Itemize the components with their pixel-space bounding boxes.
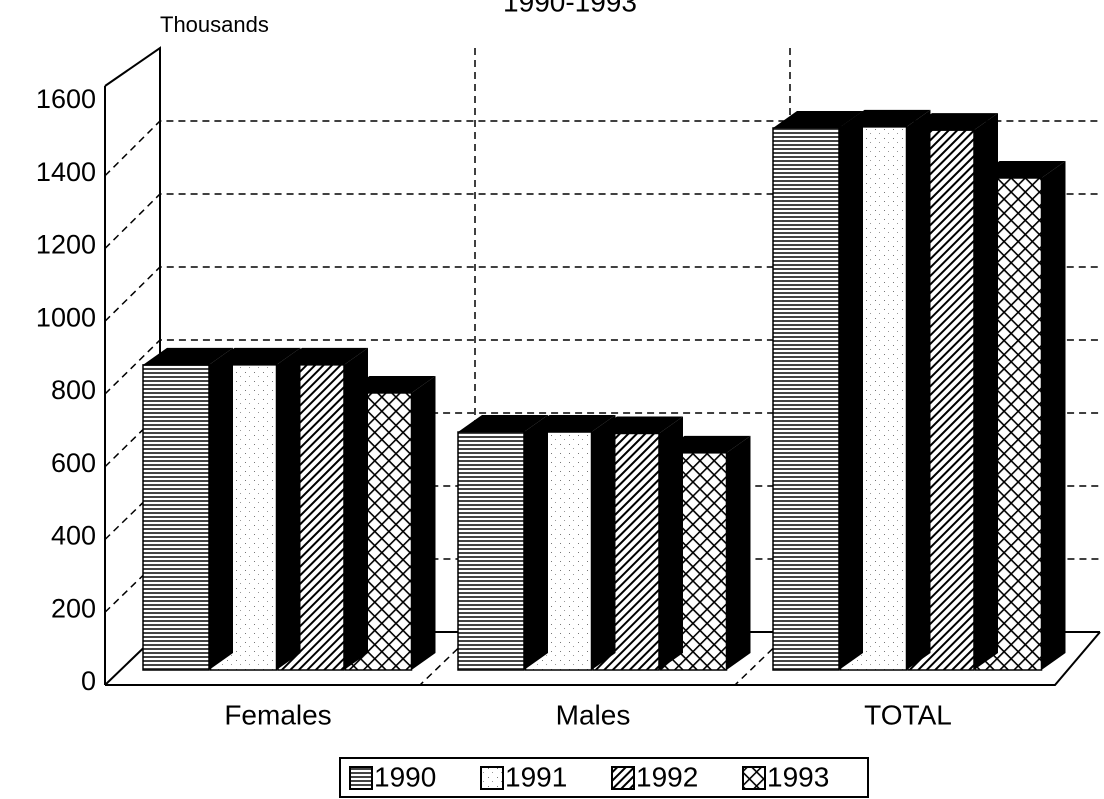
bar [457, 415, 548, 671]
chart-title: 1990-1993 [503, 0, 637, 17]
grid-line [104, 120, 1100, 177]
y-axis-label: Thousands [160, 12, 269, 37]
legend-swatch [611, 766, 635, 790]
bar-side [906, 109, 931, 670]
bar-side [974, 113, 998, 671]
legend-label: 1991 [505, 761, 567, 792]
legend-label: 1992 [636, 761, 698, 792]
legend-label: 1990 [374, 761, 436, 792]
bar-side [344, 347, 368, 670]
legend-box [339, 757, 869, 798]
y-tick-label: 1200 [36, 230, 96, 260]
grid-line [104, 193, 1100, 250]
y-tick-label: 1400 [36, 157, 96, 187]
bar-side [591, 415, 616, 670]
x-tick-label: Females [224, 699, 331, 730]
bar-side [209, 347, 233, 670]
y-tick-label: 1000 [36, 302, 96, 332]
bar-side [839, 110, 863, 671]
bar-top [773, 110, 863, 128]
grid-line [104, 339, 1100, 395]
bar-side [524, 415, 548, 670]
bar-side [411, 375, 436, 670]
grid-line [104, 266, 1100, 322]
y-tick-label: 0 [81, 666, 96, 696]
bar-front [142, 364, 210, 671]
legend: 1990 1991 1992 1993 [339, 757, 869, 798]
y-tick-label: 200 [51, 593, 96, 623]
legend-label: 1993 [767, 761, 829, 792]
y-tick-label: 400 [51, 521, 96, 551]
bar-side [659, 416, 683, 670]
y-tick-label: 800 [51, 375, 96, 405]
bar-side [726, 435, 751, 670]
bar-top [143, 347, 233, 365]
bar-side [276, 347, 301, 670]
bar-top [458, 415, 548, 433]
bar [772, 110, 863, 671]
bar-front [457, 431, 525, 671]
bar-side [1041, 160, 1066, 671]
y-tick-label: 600 [51, 448, 96, 478]
bar-front [772, 127, 840, 671]
legend-swatch [349, 766, 373, 790]
legend-swatch [480, 766, 504, 790]
x-tick-label: Males [556, 699, 631, 730]
x-tick-label: TOTAL [864, 699, 952, 730]
y-tick-label: 1600 [36, 84, 96, 114]
bar [142, 347, 233, 671]
legend-swatch [742, 766, 766, 790]
